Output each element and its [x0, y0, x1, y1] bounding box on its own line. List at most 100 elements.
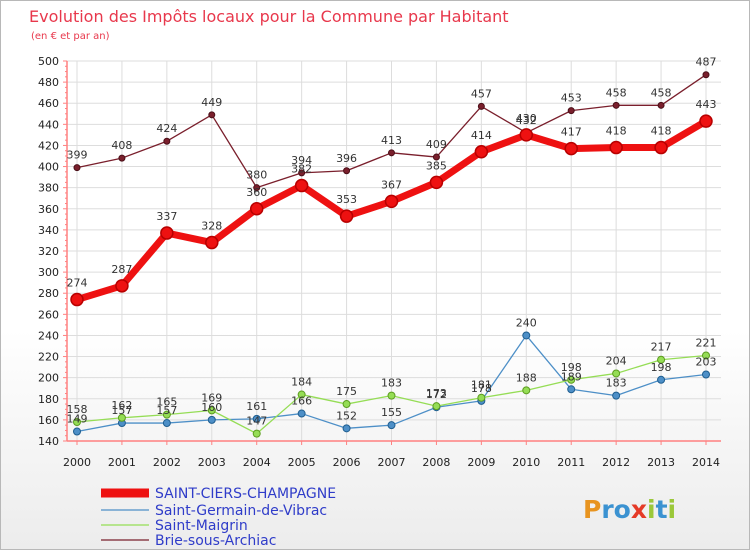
legend-label: Saint-Maigrin [155, 518, 248, 534]
data-label: 360 [246, 186, 267, 199]
data-point [474, 145, 489, 159]
data-point [522, 386, 531, 395]
data-point [519, 128, 534, 142]
data-label: 409 [426, 138, 447, 151]
data-label: 172 [426, 388, 447, 401]
x-tick-label: 2013 [647, 456, 675, 469]
data-label: 418 [606, 125, 627, 138]
logo-letter-i: i [647, 495, 656, 524]
data-label: 184 [291, 376, 312, 389]
legend-label: SAINT-CIERS-CHAMPAGNE [155, 486, 336, 502]
data-label: 394 [291, 154, 312, 167]
data-point [387, 421, 396, 430]
data-point [612, 369, 621, 378]
data-label: 157 [111, 404, 132, 417]
data-point [73, 418, 81, 426]
y-tick-label: 180 [38, 393, 59, 406]
data-label: 175 [336, 385, 357, 398]
y-tick-label: 380 [38, 182, 59, 195]
data-point [297, 390, 306, 399]
data-label: 169 [201, 391, 222, 404]
data-label: 449 [201, 96, 222, 109]
data-label: 152 [336, 409, 357, 422]
x-tick-label: 2014 [692, 456, 720, 469]
data-label: 183 [381, 377, 402, 390]
data-label: 240 [516, 316, 537, 329]
y-tick-label: 460 [38, 97, 59, 110]
data-point [342, 424, 351, 433]
legend-label: Brie-sous-Archiac [155, 533, 276, 549]
data-point [70, 292, 84, 307]
data-label: 417 [561, 126, 582, 139]
data-point [207, 415, 216, 424]
data-point [654, 140, 668, 155]
data-point [567, 107, 575, 115]
x-tick-label: 2005 [288, 456, 316, 469]
data-point [522, 331, 531, 340]
x-tick-label: 2006 [333, 456, 361, 469]
data-label: 367 [381, 178, 402, 191]
logo-letter-x: x [631, 495, 647, 524]
x-tick-label: 2012 [602, 456, 630, 469]
x-tick-label: 2010 [512, 456, 540, 469]
series-layer [70, 71, 713, 438]
data-point [207, 406, 216, 415]
data-label: 287 [111, 263, 132, 276]
data-label: 203 [696, 356, 717, 369]
data-point [253, 184, 261, 192]
data-point [657, 355, 666, 364]
data-point [699, 114, 713, 128]
data-label: 160 [201, 401, 222, 414]
data-point [339, 209, 354, 223]
y-tick-label: 240 [38, 329, 59, 342]
data-point [162, 419, 171, 428]
x-tick-label: 2009 [467, 456, 495, 469]
data-label: 380 [246, 169, 267, 182]
data-point [252, 429, 261, 438]
data-label: 189 [561, 370, 582, 383]
data-label: 274 [67, 277, 88, 290]
x-tick-label: 2007 [378, 456, 406, 469]
data-label: 432 [516, 114, 537, 127]
data-point [343, 167, 351, 175]
data-point [252, 414, 261, 423]
data-label: 414 [471, 129, 492, 142]
data-label: 173 [426, 387, 447, 400]
data-point [384, 194, 399, 209]
data-point [432, 153, 440, 161]
data-point [567, 385, 576, 394]
data-label: 337 [156, 210, 177, 223]
y-tick-label: 340 [38, 224, 59, 237]
data-label: 382 [291, 163, 312, 176]
x-axis-ticks: 2000 2001 2002 2003 2004 2005 2006 2007 2008 2009… [63, 441, 720, 469]
data-point [342, 400, 351, 409]
y-tick-label: 300 [38, 266, 59, 279]
data-label: 161 [246, 400, 267, 413]
x-tick-label: 2001 [108, 456, 136, 469]
data-point [208, 111, 216, 119]
data-point [564, 141, 578, 156]
x-tick-label: 2002 [153, 456, 181, 469]
grid-lines [67, 60, 721, 442]
data-label: 424 [156, 122, 177, 135]
y-tick-label: 160 [38, 414, 59, 427]
data-label: 204 [606, 354, 627, 367]
data-point [297, 409, 306, 418]
logo-text: Proxiti [583, 495, 676, 524]
series-0 [70, 114, 713, 307]
data-point [429, 175, 444, 190]
data-point [294, 178, 309, 193]
data-label: 443 [696, 98, 717, 111]
data-point [118, 154, 126, 162]
series-2 [73, 351, 710, 438]
data-label: 155 [381, 406, 402, 419]
data-label: 188 [516, 371, 537, 384]
data-label: 408 [111, 139, 132, 152]
y-tick-label: 220 [38, 351, 59, 364]
y-tick-label: 200 [38, 372, 59, 385]
data-label: 157 [156, 404, 177, 417]
data-label: 458 [651, 86, 672, 99]
data-point [432, 402, 441, 411]
y-tick-label: 140 [38, 435, 59, 448]
